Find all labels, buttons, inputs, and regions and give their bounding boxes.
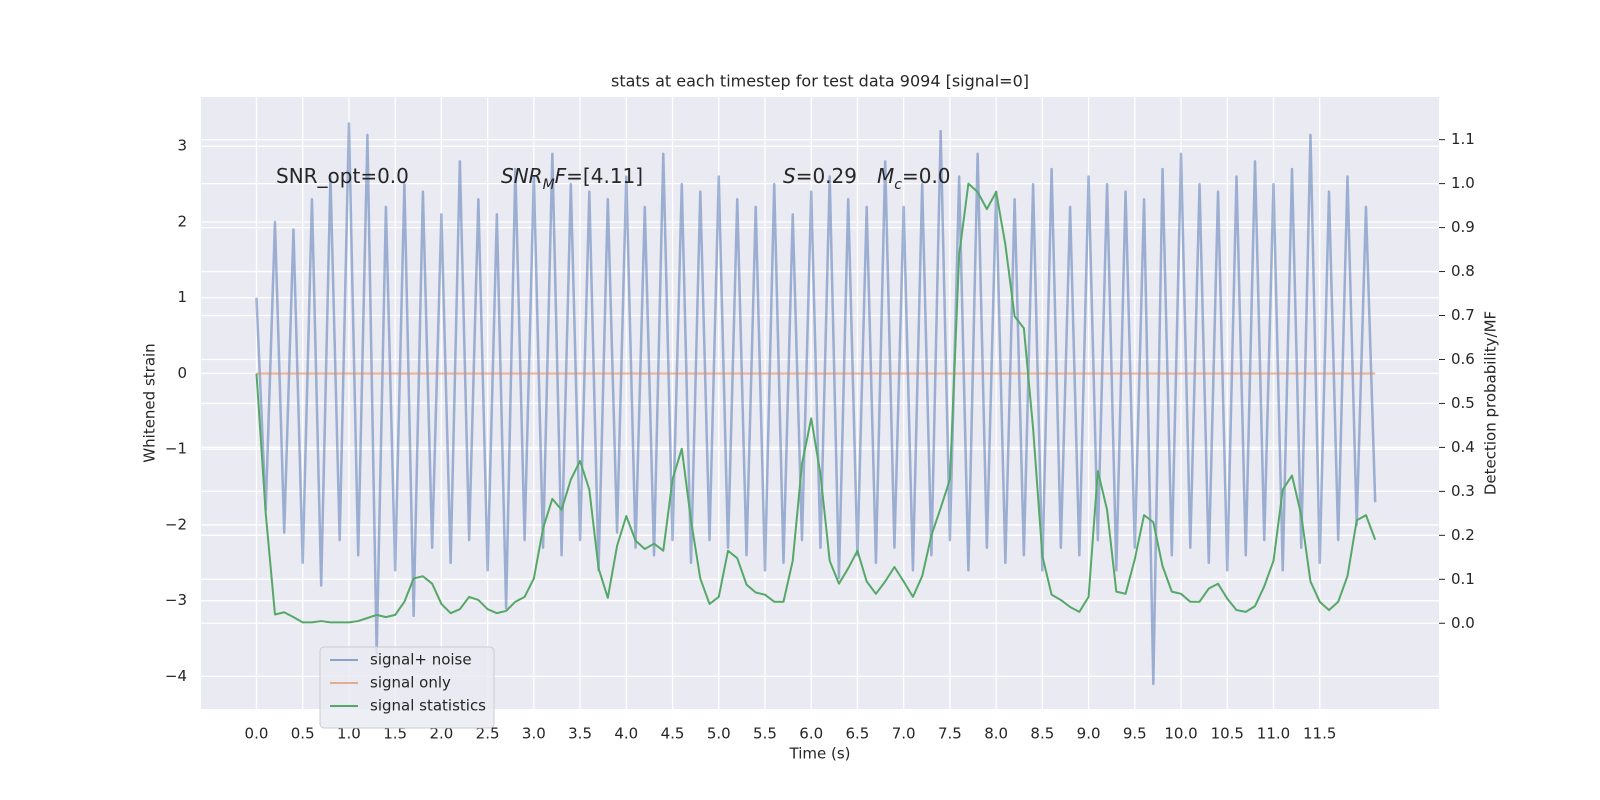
legend-label: signal only — [370, 674, 451, 692]
x-tick-label: 3.5 — [568, 725, 592, 743]
x-tick-label: 2.0 — [429, 725, 453, 743]
annotation-part: =0.0 — [902, 164, 951, 188]
data-line — [255, 122, 1377, 686]
x-tick-label: 8.0 — [984, 725, 1008, 743]
y-tick-label: 3 — [177, 137, 187, 155]
x-tick-label: 7.5 — [938, 725, 962, 743]
x-tick-label: 9.5 — [1123, 725, 1147, 743]
legend-box — [319, 646, 495, 729]
y2-tick-label: 0.4 — [1451, 438, 1475, 456]
x-tick-label: 9.0 — [1077, 725, 1101, 743]
annotation-part: SNR — [501, 164, 543, 188]
annotation: S=0.29 — [783, 164, 857, 188]
x-tick-label: 0.0 — [245, 725, 269, 743]
x-tick-label: 4.0 — [614, 725, 638, 743]
x-tick-label: 6.5 — [846, 725, 870, 743]
y-tick-label: −3 — [165, 591, 187, 609]
annotation: Mc=0.0 — [877, 164, 951, 194]
y2-axis-label: Detection probability/MF — [1482, 311, 1500, 495]
x-tick-label: 10.0 — [1164, 725, 1197, 743]
x-tick-label: 1.0 — [337, 725, 361, 743]
legend-label: signal+ noise — [370, 651, 472, 669]
y2-tick-label: 0.5 — [1451, 394, 1475, 412]
x-tick-label: 6.0 — [799, 725, 823, 743]
data-line — [255, 182, 1377, 624]
y2-tick-label: 1.1 — [1451, 130, 1475, 148]
x-tick-label: 5.0 — [707, 725, 731, 743]
legend-label: signal statistics — [370, 697, 486, 715]
annotation-part: c — [894, 177, 902, 193]
y2-tick-label: 0.0 — [1451, 614, 1475, 632]
x-tick-label: 2.5 — [476, 725, 500, 743]
y-tick-label: 1 — [177, 288, 187, 306]
x-tick-label: 7.0 — [892, 725, 916, 743]
y-tick-label: −2 — [165, 515, 187, 533]
y2-tick-label: 1.0 — [1451, 174, 1475, 192]
y2-tick-label: 0.7 — [1451, 306, 1475, 324]
x-tick-label: 5.5 — [753, 725, 777, 743]
annotation-part: M — [543, 177, 555, 193]
x-tick-label: 10.5 — [1211, 725, 1244, 743]
y2-tick-label: 0.2 — [1451, 526, 1475, 544]
y2-tick-label: 0.3 — [1451, 482, 1475, 500]
y2-tick-label: 0.6 — [1451, 350, 1475, 368]
x-tick-label: 1.5 — [383, 725, 407, 743]
x-tick-label: 11.0 — [1257, 725, 1290, 743]
x-tick-label: 11.5 — [1303, 725, 1336, 743]
x-tick-label: 8.5 — [1030, 725, 1054, 743]
y-tick-label: −4 — [165, 667, 187, 685]
annotation-part: =[4.11] — [566, 164, 643, 188]
chart-title: stats at each timestep for test data 909… — [611, 72, 1029, 91]
y-tick-label: −1 — [165, 440, 187, 458]
y-axis-label: Whitened strain — [141, 343, 159, 462]
annotation: SNRMF=[4.11] — [501, 164, 643, 194]
y-tick-label: 0 — [177, 364, 187, 382]
annotation-part: F — [555, 164, 567, 188]
y2-tick-label: 0.8 — [1451, 262, 1475, 280]
x-axis-label: Time (s) — [789, 745, 851, 763]
y-tick-label: 2 — [177, 212, 187, 230]
annotation-part: =0.29 — [796, 164, 857, 188]
annotation-part: S — [783, 164, 796, 188]
y2-tick-label: 0.1 — [1451, 570, 1475, 588]
y2-tick-label: 0.9 — [1451, 218, 1475, 236]
x-tick-label: 0.5 — [291, 725, 315, 743]
annotation: SNR_opt=0.0 — [276, 164, 409, 188]
annotation-part: SNR_opt=0.0 — [276, 164, 409, 188]
annotation-part: M — [877, 164, 894, 188]
x-tick-label: 4.5 — [661, 725, 685, 743]
x-tick-label: 3.0 — [522, 725, 546, 743]
